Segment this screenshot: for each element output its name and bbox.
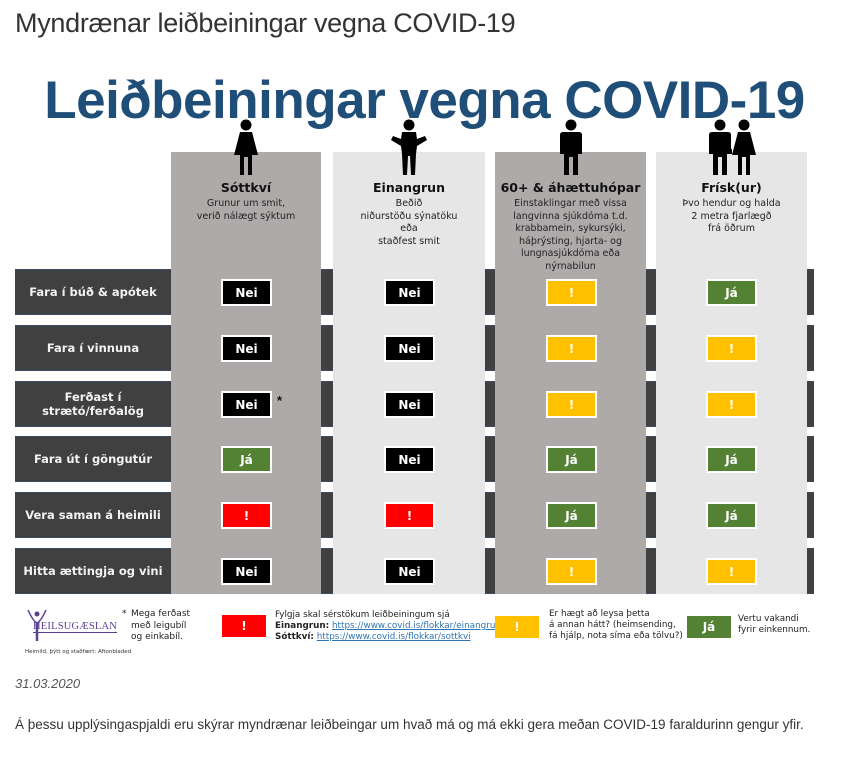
woman-figure-icon: [234, 119, 258, 175]
status-badge: !: [546, 335, 597, 362]
legend-green-badge: Já: [687, 616, 731, 638]
column-title: Sóttkví: [220, 180, 272, 195]
column-description: Einstaklingar með vissa langvinna sjúkdó…: [513, 198, 628, 272]
status-badge: !: [546, 279, 597, 306]
status-badge: !: [546, 391, 597, 418]
status-badge: Nei: [221, 391, 272, 418]
description-paragraph: Á þessu upplýsingaspjaldi eru skýrar myn…: [15, 717, 804, 732]
publish-date: 31.03.2020: [15, 676, 81, 691]
status-badge: Já: [706, 446, 757, 473]
status-badge: Já: [221, 446, 272, 473]
status-badge: Nei: [384, 446, 435, 473]
couple-figure-icon: [708, 119, 756, 175]
status-badge: !: [706, 558, 757, 585]
status-badge: !: [706, 335, 757, 362]
status-badge: Nei: [221, 279, 272, 306]
status-badge: Nei: [384, 391, 435, 418]
asterisk-note: * Mega ferðast með leigubíl og einkabíl.: [122, 609, 191, 642]
legend-yellow-badge: !: [495, 616, 539, 638]
status-badge: Nei: [221, 335, 272, 362]
status-badge: Nei: [384, 279, 435, 306]
row-label: Fara í vinnuna: [46, 341, 140, 355]
row-label: Ferðast í strætó/ferðalög: [42, 390, 144, 418]
page-title: Myndrænar leiðbeiningar vegna COVID-19: [15, 8, 516, 38]
column-title: Frísk(ur): [701, 180, 762, 195]
column-description: Beðið niðurstöðu sýnatöku eða staðfest s…: [360, 198, 458, 247]
row-label: Hitta ættingja og vini: [23, 564, 163, 578]
status-badge: Nei: [221, 558, 272, 585]
man-figure-icon: [559, 119, 582, 175]
status-badge: !: [546, 558, 597, 585]
einangrun-link[interactable]: https://www.covid.is/flokkar/einangrun: [331, 621, 501, 631]
column-60plus-risk-groups: 60+ & áhættuhópar Einstaklingar með viss…: [495, 119, 646, 594]
column-title: Einangrun: [373, 180, 445, 195]
row-label: Fara út í göngutúr: [33, 452, 153, 466]
legend-red-text: Fylgja skal sérstökum leiðbeiningum sjá …: [275, 610, 501, 642]
row-label: Vera saman á heimili: [25, 508, 161, 522]
sottkvi-link[interactable]: https://www.covid.is/flokkar/sottkvi: [316, 632, 471, 642]
covid-guidelines-infographic: Leiðbeiningar vegna COVID-19 Sóttkví Gru…: [0, 60, 849, 665]
status-badge: !: [384, 502, 435, 529]
status-badge: !: [706, 391, 757, 418]
infographic-title: Leiðbeiningar vegna COVID-19: [44, 71, 805, 130]
asterisk-marker: *: [277, 393, 283, 408]
column-description: Þvo hendur og halda 2 metra fjarlægð frá…: [682, 198, 781, 234]
status-badge: Já: [546, 502, 597, 529]
column-title: 60+ & áhættuhópar: [500, 180, 641, 195]
source-credit: Heimild, þýtt og staðfært: Aftonbladed: [25, 649, 132, 655]
man-shrugging-figure-icon: [391, 119, 427, 175]
column-description: Grunur um smit, verið nálægt sýktum: [196, 198, 296, 222]
status-badge: !: [221, 502, 272, 529]
status-badge: Já: [546, 446, 597, 473]
status-badge: Nei: [384, 335, 435, 362]
legend: HEILSUGÆSLAN Heimild, þýtt og staðfært: …: [0, 605, 849, 665]
status-badge: Já: [706, 502, 757, 529]
logo-text: HEILSUGÆSLAN: [33, 621, 118, 633]
status-badge: Nei: [384, 558, 435, 585]
legend-yellow-text: Er hægt að leysa þetta á annan hátt? (he…: [549, 609, 683, 641]
legend-green-text: Vertu vakandi fyrir einkennum.: [738, 614, 811, 635]
status-badge: Já: [706, 279, 757, 306]
row-label: Fara í búð & apótek: [29, 285, 157, 299]
legend-red-badge: !: [222, 615, 266, 637]
